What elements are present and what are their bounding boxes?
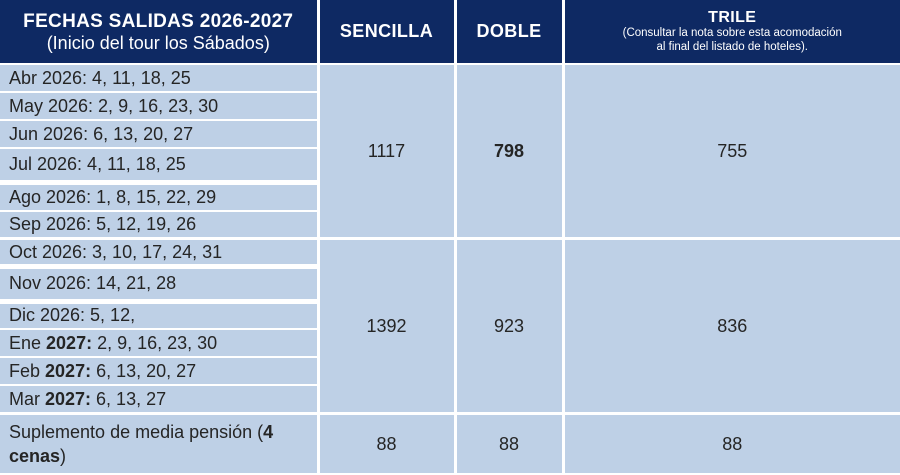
header-trile-column: TRILE (Consultar la nota sobre esta acom… (561, 0, 900, 65)
price-trile-group2: 836 (561, 238, 900, 416)
departure-dates-cell: Sep 2026: 5, 12, 19, 26 (0, 210, 318, 241)
table-row: Dic 2026: 5, 12, (0, 301, 900, 331)
table-row: Ene 2027: 2, 9, 16, 23, 30 (0, 329, 900, 359)
table-row: Jul 2026: 4, 11, 18, 25 (0, 148, 900, 186)
table-row: May 2026: 2, 9, 16, 23, 30 (0, 92, 900, 122)
table-row: Jun 2026: 6, 13, 20, 27 (0, 120, 900, 150)
supplement-label-cell: Suplemento de media pensión (4 cenas) (0, 413, 318, 475)
price-doble-group2: 923 (453, 238, 563, 416)
trile-note: (Consultar la nota sobre esta acomodació… (622, 27, 842, 53)
table-title: FECHAS SALIDAS 2026-2027 (23, 10, 294, 32)
table-row: Ago 2026: 1, 8, 15, 22, 29 (0, 182, 900, 212)
table-row: Mar 2027: 6, 13, 27 (0, 385, 900, 416)
table-row: Abr 2026: 4, 11, 18, 25 1117 798 755 (0, 64, 900, 241)
header-dates-column: FECHAS SALIDAS 2026-2027 (Inicio del tou… (0, 0, 318, 65)
supplement-sencilla-cell: 88 (316, 413, 455, 475)
departure-dates-cell: Abr 2026: 4, 11, 18, 25 (0, 64, 318, 94)
departure-dates-cell: May 2026: 2, 9, 16, 23, 30 (0, 92, 318, 122)
departure-dates-cell: Oct 2026: 3, 10, 17, 24, 31 (0, 238, 318, 270)
table-row: Nov 2026: 14, 21, 28 (0, 266, 900, 304)
price-sencilla-group1: 1117 (316, 64, 455, 241)
departure-dates-cell: Jun 2026: 6, 13, 20, 27 (0, 120, 318, 150)
supplement-doble-cell: 88 (453, 413, 563, 475)
header-row: FECHAS SALIDAS 2026-2027 (Inicio del tou… (0, 0, 900, 65)
trile-title: TRILE (708, 9, 757, 26)
departure-dates-cell: Dic 2026: 5, 12, (0, 301, 318, 331)
header-doble-column: DOBLE (453, 0, 563, 65)
supplement-row: Suplemento de media pensión (4 cenas) 88… (0, 413, 900, 475)
departure-dates-cell: Mar 2027: 6, 13, 27 (0, 385, 318, 416)
table-row: Feb 2027: 6, 13, 20, 27 (0, 357, 900, 387)
departure-dates-cell: Feb 2027: 6, 13, 20, 27 (0, 357, 318, 387)
price-trile-group1: 755 (561, 64, 900, 241)
table-subtitle: (Inicio del tour los Sábados) (46, 32, 270, 53)
departure-dates-cell: Ene 2027: 2, 9, 16, 23, 30 (0, 329, 318, 359)
price-doble-group1: 798 (453, 64, 563, 241)
price-sencilla-group2: 1392 (316, 238, 455, 416)
table-row: Oct 2026: 3, 10, 17, 24, 31 1392 923 836 (0, 238, 900, 416)
departure-dates-cell: Jul 2026: 4, 11, 18, 25 (0, 148, 318, 186)
departure-dates-cell: Ago 2026: 1, 8, 15, 22, 29 (0, 182, 318, 212)
departure-dates-cell: Nov 2026: 14, 21, 28 (0, 266, 318, 304)
supplement-trile-cell: 88 (561, 413, 900, 475)
header-sencilla-column: SENCILLA (316, 0, 455, 65)
table-row: Sep 2026: 5, 12, 19, 26 (0, 210, 900, 241)
